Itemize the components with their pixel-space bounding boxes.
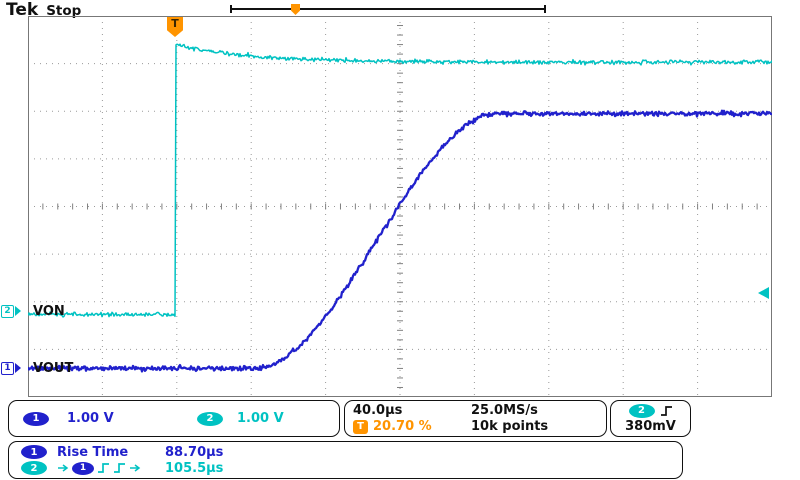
acquisition-status: Stop (46, 3, 82, 19)
ch2-marker-arrow-icon (15, 306, 21, 316)
rising-edge-icon (97, 462, 110, 474)
arrow-right-icon (57, 463, 69, 473)
measurement-row-2: 2 1 105.5µs (9, 461, 682, 476)
ch2-scale-readout: 1.00 V (237, 411, 284, 426)
timebase-readout: 40.0µs (353, 402, 403, 418)
trigger-source-badge: 2 (628, 403, 655, 418)
trigger-position-row: T 20.70 % (353, 419, 471, 434)
record-view-bar (230, 4, 546, 16)
rising-edge-icon (660, 405, 673, 417)
measurement2-value: 105.5µs (165, 460, 224, 476)
trigger-level-arrow-icon (758, 287, 769, 299)
record-line (230, 8, 546, 10)
trigger-position-flag: T (167, 17, 183, 37)
trigger-position-readout: 20.70 % (373, 419, 432, 435)
ch2-ground-marker: 2 (1, 304, 21, 318)
trigger-level-readout: 380mV (625, 418, 676, 434)
brand-logo: Tek (6, 0, 39, 20)
timebase-box: 40.0µs 25.0MS/s T 20.70 % 10k points (344, 400, 607, 437)
trigger-box: 2 380mV (610, 400, 691, 437)
header: Tek Stop (6, 0, 81, 20)
measurement1-channel-badge: 1 (21, 445, 47, 459)
measurement2-source-badge: 2 (21, 461, 47, 475)
ch1-badge: 1 (23, 411, 49, 426)
trigger-badge: T (353, 419, 368, 434)
trigger-flag-letter: T (171, 17, 179, 30)
record-end-bracket (544, 5, 546, 13)
ch1-marker-arrow-icon (15, 363, 21, 373)
record-length-readout: 10k points (471, 419, 549, 435)
measurement2-dest-badge: 1 (72, 461, 94, 475)
ch2-marker-number: 2 (1, 304, 14, 318)
measurement-row-1: 1 Rise Time 88.70µs (9, 445, 682, 460)
measurement1-value: 88.70µs (165, 444, 224, 460)
trigger-source-row: 2 (628, 403, 673, 418)
sample-rate-readout: 25.0MS/s (471, 402, 538, 418)
measurement2-name: 1 (57, 461, 165, 475)
rising-edge-icon (113, 462, 126, 474)
ch1-wave-label: VOUT (33, 361, 74, 376)
ch1-scale-readout: 1.00 V (67, 411, 114, 426)
ch1-marker-number: 1 (1, 361, 14, 375)
ch2-wave-label: VON (33, 304, 65, 319)
measurement1-name: Rise Time (57, 444, 129, 460)
measurements-box: 1 Rise Time 88.70µs 2 1 105. (8, 441, 683, 479)
graticule (28, 16, 772, 397)
ch1-ground-marker: 1 (1, 361, 21, 375)
ch2-badge: 2 (197, 411, 223, 426)
channel-scale-box: 1 1.00 V 2 1.00 V (8, 400, 340, 437)
record-trigger-position-marker (291, 4, 300, 15)
record-start-bracket (230, 5, 232, 13)
arrow-right-icon (129, 463, 141, 473)
